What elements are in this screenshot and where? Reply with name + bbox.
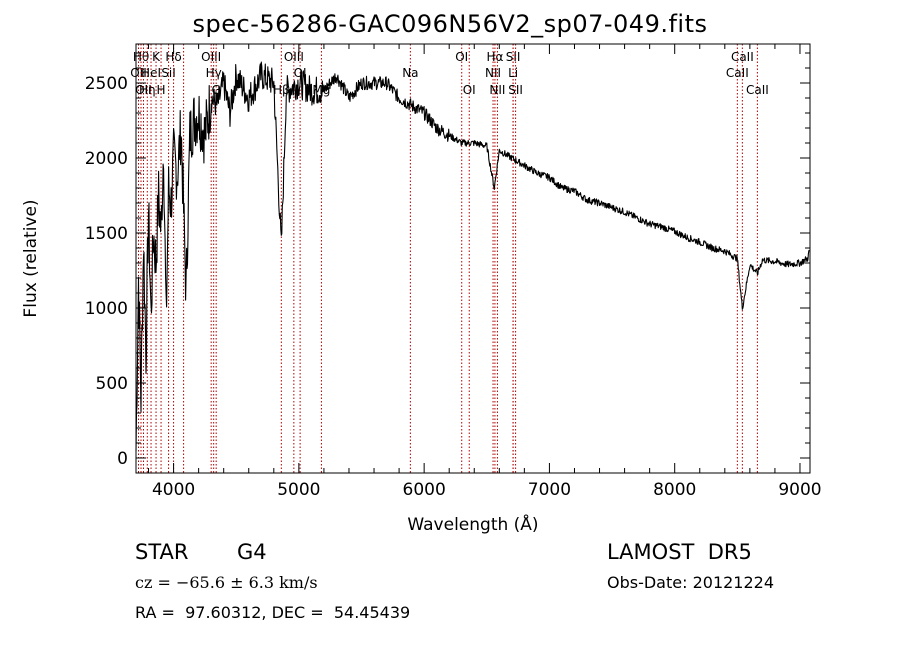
survey-name: LAMOST DR5 (607, 540, 752, 564)
line-marker-label: OI (455, 50, 468, 64)
x-tick-label: 4000 (152, 480, 195, 500)
line-marker-label: Na (402, 66, 418, 80)
line-marker-label: OII (130, 66, 147, 80)
line-marker-label: SII (506, 50, 521, 64)
line-marker-label: Hβ (273, 83, 290, 97)
spectrum-series (135, 61, 810, 452)
y-tick-label: 2000 (85, 149, 128, 169)
y-tick-label: 1500 (85, 224, 128, 244)
line-marker-label: Hη (139, 83, 156, 97)
line-marker-label: H (157, 83, 166, 97)
line-marker-label: Hθ (133, 50, 149, 64)
line-marker-label: K (152, 50, 161, 64)
y-tick-label: 500 (96, 374, 128, 394)
line-marker-label: G (212, 83, 221, 97)
line-marker-label: CaII (731, 50, 754, 64)
spectrum-line (135, 61, 810, 452)
line-marker-label: NII (489, 83, 505, 97)
line-marker-label: OI (463, 83, 476, 97)
line-marker-label: Hδ (165, 50, 181, 64)
line-marker-label: Hα (486, 50, 503, 64)
x-tick-label: 8000 (653, 480, 696, 500)
y-tick-label: 0 (117, 449, 128, 469)
line-marker-label: CaII (726, 66, 749, 80)
obs-date: Obs-Date: 20121224 (607, 573, 775, 592)
y-tick-label: 1000 (85, 299, 128, 319)
line-marker-label: SII (508, 83, 523, 97)
redshift-cz: cz = −65.6 ± 6.3 km/s (135, 573, 318, 592)
line-marker-label: OIII (201, 50, 221, 64)
x-axis-label: Wavelength (Å) (407, 513, 538, 535)
y-axis-label: Flux (relative) (21, 199, 41, 317)
chart-title: spec-56286-GAC096N56V2_sp07-049.fits (192, 10, 708, 38)
line-marker-label: NII (485, 66, 501, 80)
axes (135, 43, 811, 474)
x-tick-label: 6000 (403, 480, 446, 500)
line-marker-label: CaII (746, 83, 769, 97)
line-marker-label: Li (508, 66, 518, 80)
plot-frame (135, 43, 811, 474)
object-subclass: G4 (237, 540, 267, 564)
x-tick-label: 7000 (528, 480, 571, 500)
x-tick-label: 9000 (778, 480, 821, 500)
coordinates: RA = 97.60312, DEC = 54.45439 (135, 603, 411, 622)
axis-labels: 4000 5000 6000 7000 8000 9000 0 500 1000 1500 2000… (21, 74, 822, 535)
object-class: STAR (135, 540, 189, 564)
line-marker-label: HeI (141, 66, 161, 80)
y-tick-label: 2500 (85, 74, 128, 94)
line-marker-label: SiI (161, 66, 176, 80)
line-marker-label: Hγ (206, 66, 222, 80)
x-tick-label: 5000 (277, 480, 320, 500)
line-marker-label: OIII (284, 50, 304, 64)
